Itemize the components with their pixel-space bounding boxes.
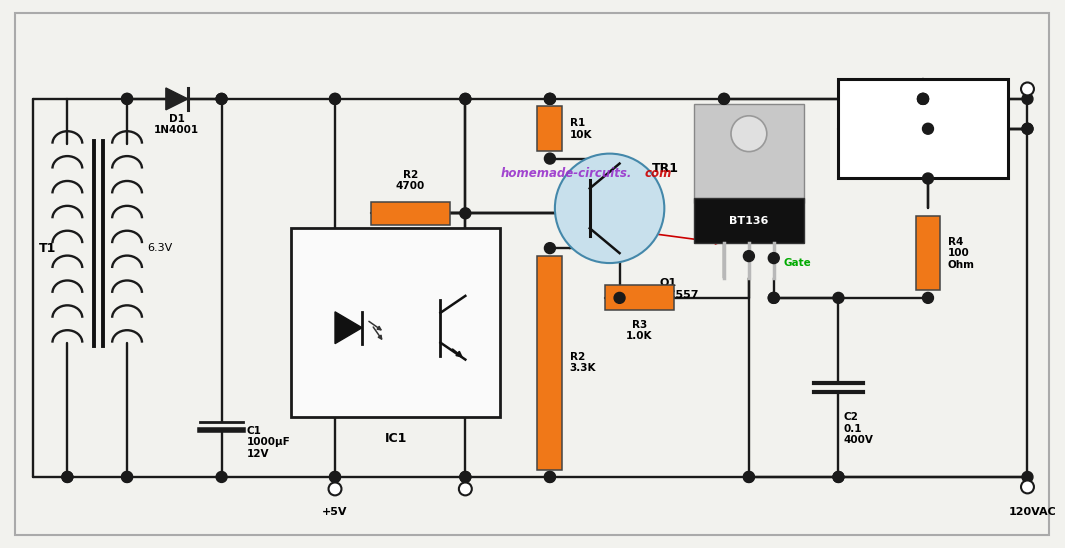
Circle shape <box>719 93 730 104</box>
Circle shape <box>460 93 471 104</box>
Circle shape <box>615 293 625 304</box>
Circle shape <box>460 208 471 219</box>
Text: 120VAC: 120VAC <box>1009 507 1056 517</box>
Text: Gate: Gate <box>784 258 812 268</box>
Circle shape <box>1022 123 1033 134</box>
Text: R2
4700: R2 4700 <box>396 170 425 191</box>
Circle shape <box>544 93 556 104</box>
Circle shape <box>1021 83 1034 95</box>
Circle shape <box>121 471 132 482</box>
Circle shape <box>544 93 555 104</box>
Circle shape <box>833 293 843 304</box>
FancyBboxPatch shape <box>538 106 562 151</box>
FancyBboxPatch shape <box>838 79 1007 179</box>
FancyBboxPatch shape <box>538 255 562 470</box>
FancyBboxPatch shape <box>605 286 674 310</box>
Circle shape <box>918 93 929 104</box>
Circle shape <box>731 116 767 152</box>
Circle shape <box>768 253 780 264</box>
FancyBboxPatch shape <box>694 104 804 203</box>
FancyBboxPatch shape <box>291 228 501 417</box>
Text: Q1
BC557: Q1 BC557 <box>659 278 699 300</box>
Circle shape <box>544 471 555 482</box>
Circle shape <box>1022 123 1033 134</box>
Circle shape <box>1021 481 1034 493</box>
Text: IC1: IC1 <box>384 432 407 445</box>
Circle shape <box>328 482 342 495</box>
Circle shape <box>329 471 341 482</box>
Circle shape <box>555 153 665 263</box>
Circle shape <box>743 250 754 261</box>
Text: R4
100
Ohm: R4 100 Ohm <box>948 237 974 270</box>
Circle shape <box>216 471 227 482</box>
Circle shape <box>62 471 72 482</box>
FancyBboxPatch shape <box>916 216 940 290</box>
Circle shape <box>768 293 780 304</box>
Circle shape <box>922 123 933 134</box>
Circle shape <box>121 93 132 104</box>
Text: R2
3.3K: R2 3.3K <box>570 352 596 373</box>
Circle shape <box>544 243 555 254</box>
Text: T1: T1 <box>38 242 56 255</box>
Circle shape <box>768 293 780 304</box>
Circle shape <box>833 471 843 482</box>
Circle shape <box>460 93 471 104</box>
Circle shape <box>922 293 933 304</box>
Text: +5V: +5V <box>323 507 348 517</box>
Polygon shape <box>166 88 187 110</box>
Text: C2
0.1
400V: C2 0.1 400V <box>843 412 873 446</box>
Circle shape <box>460 471 471 482</box>
Circle shape <box>918 93 929 104</box>
Text: R1
10K: R1 10K <box>570 118 592 140</box>
Circle shape <box>459 482 472 495</box>
Text: homemade-circuits.: homemade-circuits. <box>501 167 632 180</box>
Text: R3
1.0K: R3 1.0K <box>626 320 653 341</box>
Circle shape <box>544 93 555 104</box>
Circle shape <box>1022 471 1033 482</box>
FancyBboxPatch shape <box>371 202 450 225</box>
FancyBboxPatch shape <box>15 13 1049 535</box>
Text: MT1: MT1 <box>609 248 635 258</box>
Circle shape <box>922 173 933 184</box>
Text: MT2: MT2 <box>609 228 635 238</box>
Text: C1
1000μF
12V: C1 1000μF 12V <box>246 426 290 459</box>
Text: 6.3V: 6.3V <box>147 243 173 253</box>
Circle shape <box>719 93 730 104</box>
Text: D1
1N4001: D1 1N4001 <box>154 114 199 135</box>
Text: LOAD: LOAD <box>900 121 946 136</box>
Polygon shape <box>335 312 362 344</box>
Circle shape <box>121 471 132 482</box>
Circle shape <box>1022 93 1033 104</box>
Circle shape <box>460 471 471 482</box>
FancyBboxPatch shape <box>694 198 804 243</box>
Circle shape <box>216 93 227 104</box>
Circle shape <box>544 153 555 164</box>
Circle shape <box>121 93 132 104</box>
Circle shape <box>329 471 341 482</box>
Text: com: com <box>644 167 672 180</box>
Circle shape <box>329 93 341 104</box>
Text: BT136: BT136 <box>730 216 769 226</box>
Circle shape <box>833 471 843 482</box>
Circle shape <box>918 93 929 104</box>
Circle shape <box>62 471 72 482</box>
Circle shape <box>743 471 754 482</box>
Circle shape <box>544 471 555 482</box>
Circle shape <box>216 93 227 104</box>
Circle shape <box>329 93 341 104</box>
Text: TR1: TR1 <box>652 162 679 175</box>
Circle shape <box>743 471 754 482</box>
